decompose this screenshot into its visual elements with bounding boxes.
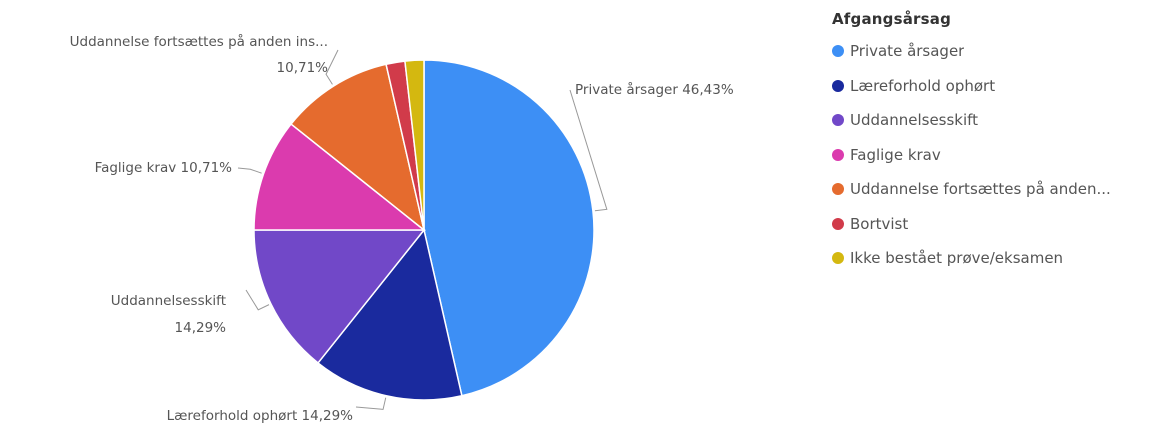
legend-items: Private årsager Læreforhold ophørt Uddanne…	[832, 34, 1172, 276]
legend-item-laereforhold-ophort[interactable]: Læreforhold ophørt	[832, 69, 1172, 104]
legend-item-ikke-bestaet-prove-eksamen[interactable]: Ikke bestået prøve/eksamen	[832, 241, 1172, 276]
leader-line-laereforhold-ophort	[355, 397, 387, 410]
data-label-uddannelse-fortsaettes-pa-anden-institution-pct: 10,71%	[277, 60, 329, 76]
legend-dot-icon	[832, 114, 844, 127]
legend-label: Bortvist	[850, 214, 909, 233]
leader-line-uddannelsesskift	[245, 289, 270, 311]
pie-slice-private-arsager[interactable]	[423, 59, 595, 397]
legend-dot-icon	[832, 183, 844, 196]
leader-line-faglige-krav	[237, 167, 262, 174]
pie-slice-uddannelsesskift[interactable]	[253, 229, 426, 364]
pie-slice-uddannelse-fortsaettes-pa-anden-institution[interactable]	[290, 63, 426, 232]
legend-dot-icon	[832, 148, 844, 161]
data-label-faglige-krav: Faglige krav 10,71%	[95, 160, 233, 176]
legend-label: Faglige krav	[850, 145, 941, 164]
legend-item-uddannelse-fortsaettes-pa-anden-institution[interactable]: Uddannelse fortsættes på anden...	[832, 172, 1172, 207]
pie-chart: Private årsager 46,43% Læreforhold ophørt…	[70, 33, 734, 424]
legend-dot-icon	[832, 252, 844, 265]
leader-line-private-arsager	[569, 89, 608, 212]
legend-item-bortvist[interactable]: Bortvist	[832, 207, 1172, 242]
leader-line-uddannelse-fortsaettes-pa-anden-institution	[325, 49, 339, 85]
legend-label: Uddannelse fortsættes på anden...	[850, 180, 1111, 199]
legend-item-private-arsager[interactable]: Private årsager	[832, 34, 1172, 69]
legend: Afgangsårsag Private årsager Læreforhold …	[832, 10, 1172, 276]
legend-label: Læreforhold ophørt	[850, 76, 996, 95]
data-label-private-arsager: Private årsager 46,43%	[575, 81, 734, 98]
legend-label: Uddannelsesskift	[850, 111, 979, 130]
data-label-uddannelse-fortsaettes-pa-anden-institution: Uddannelse fortsættes på anden ins...	[70, 33, 328, 50]
legend-dot-icon	[832, 45, 844, 58]
legend-label: Ikke bestået prøve/eksamen	[850, 249, 1064, 268]
legend-dot-icon	[832, 79, 844, 92]
pie-slice-laereforhold-ophort[interactable]	[316, 228, 463, 401]
legend-item-faglige-krav[interactable]: Faglige krav	[832, 138, 1172, 173]
data-label-laereforhold-ophort: Læreforhold ophørt 14,29%	[167, 408, 354, 424]
pie-slice-faglige-krav[interactable]	[253, 122, 427, 231]
pie-slice-ikke-bestaet-prove-eksamen[interactable]	[404, 59, 425, 231]
legend-item-uddannelsesskift[interactable]: Uddannelsesskift	[832, 103, 1172, 138]
legend-title: Afgangsårsag	[832, 10, 952, 28]
legend-label: Private årsager	[850, 42, 965, 61]
data-label-uddannelsesskift-pct: 14,29%	[175, 320, 227, 336]
data-label-uddannelsesskift: Uddannelsesskift	[111, 293, 226, 309]
legend-dot-icon	[832, 217, 844, 230]
